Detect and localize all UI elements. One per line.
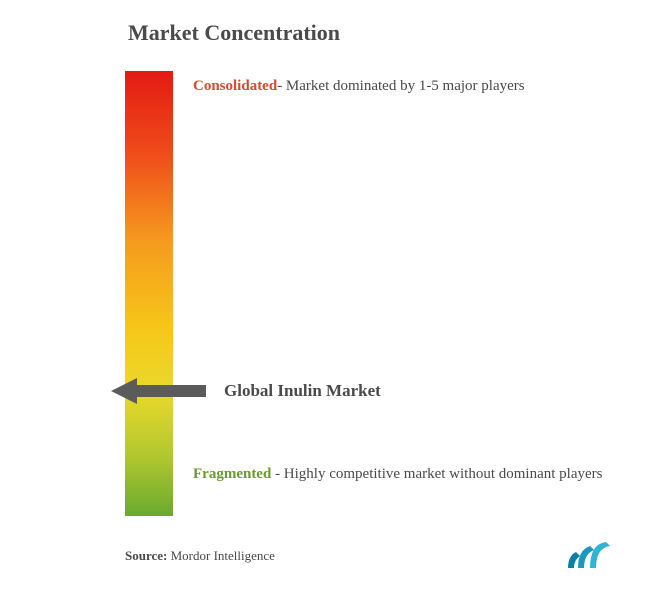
consolidated-label: Consolidated- Market dominated by 1-5 ma… — [193, 73, 610, 100]
chart-area: Consolidated- Market dominated by 1-5 ma… — [125, 71, 610, 516]
source-value: Mordor Intelligence — [167, 548, 275, 563]
market-marker: Global Inulin Market — [111, 378, 381, 404]
concentration-gradient-bar — [125, 71, 173, 516]
arrow-shape — [111, 378, 206, 404]
mordor-logo-icon — [566, 542, 610, 570]
market-marker-label: Global Inulin Market — [224, 381, 381, 401]
consolidated-desc: - Market dominated by 1-5 major players — [277, 78, 524, 94]
logo-bars — [568, 542, 610, 568]
source-line: Source: Mordor Intelligence — [125, 548, 275, 564]
fragmented-term: Fragmented — [193, 466, 271, 482]
arrow-left-icon — [111, 378, 206, 404]
source-key: Source: — [125, 548, 167, 563]
fragmented-label: Fragmented - Highly competitive market w… — [193, 461, 610, 488]
page-title: Market Concentration — [128, 20, 610, 46]
labels-column: Consolidated- Market dominated by 1-5 ma… — [173, 71, 610, 516]
fragmented-desc: - Highly competitive market without domi… — [271, 466, 602, 482]
consolidated-term: Consolidated — [193, 78, 277, 94]
